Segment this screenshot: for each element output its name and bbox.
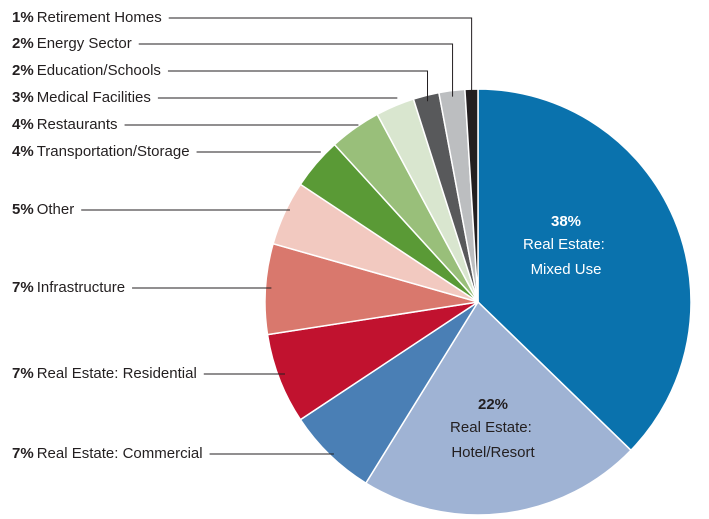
leader-line bbox=[167, 70, 429, 102]
slice-label: 5% Other bbox=[12, 201, 74, 218]
slice-category: Infrastructure bbox=[37, 279, 125, 296]
pie-slice bbox=[477, 88, 692, 452]
slice-category: Transportation/Storage bbox=[37, 143, 190, 160]
slice-category: Restaurants bbox=[37, 116, 118, 133]
slice-label: 3% Medical Facilities bbox=[12, 89, 151, 106]
slice-value: 5% bbox=[12, 201, 34, 218]
leader-line bbox=[138, 43, 454, 97]
slice-label: 7% Real Estate: Residential bbox=[12, 365, 197, 382]
slice-value: 7% bbox=[12, 445, 34, 462]
slice-category: Retirement Homes bbox=[37, 9, 162, 26]
slice-label: 2% Energy Sector bbox=[12, 35, 132, 52]
slice-value: 3% bbox=[12, 89, 34, 106]
slice-label: 1% Retirement Homes bbox=[12, 9, 162, 26]
slice-label: Real Estate: Hotel/Resort bbox=[450, 419, 536, 461]
pie-slice bbox=[364, 300, 632, 516]
slice-category: Medical Facilities bbox=[37, 89, 151, 106]
slice-value: 7% bbox=[12, 279, 34, 296]
slice-value: 22% bbox=[478, 396, 508, 413]
slice-value: 2% bbox=[12, 35, 34, 52]
slice-value: 1% bbox=[12, 9, 34, 26]
slice-value: 4% bbox=[12, 143, 34, 160]
slice-category: Real Estate: Commercial bbox=[37, 445, 203, 462]
slice-label: 2% Education/Schools bbox=[12, 62, 161, 79]
slice-value: 7% bbox=[12, 365, 34, 382]
slice-value: 38% bbox=[551, 213, 581, 230]
slice-label: 7% Infrastructure bbox=[12, 279, 125, 296]
slice-label: Real Estate: Mixed Use bbox=[523, 236, 609, 278]
slice-category: Other bbox=[37, 201, 75, 218]
slice-category: Energy Sector bbox=[37, 35, 132, 52]
slice-label: 4% Transportation/Storage bbox=[12, 143, 190, 160]
slice-value: 2% bbox=[12, 62, 34, 79]
leader-line bbox=[168, 17, 473, 96]
slice-label: 7% Real Estate: Commercial bbox=[12, 445, 203, 462]
slice-value: 4% bbox=[12, 116, 34, 133]
slice-category: Education/Schools bbox=[37, 62, 161, 79]
slice-label: 4% Restaurants bbox=[12, 116, 118, 133]
slice-category: Real Estate: Residential bbox=[37, 365, 197, 382]
